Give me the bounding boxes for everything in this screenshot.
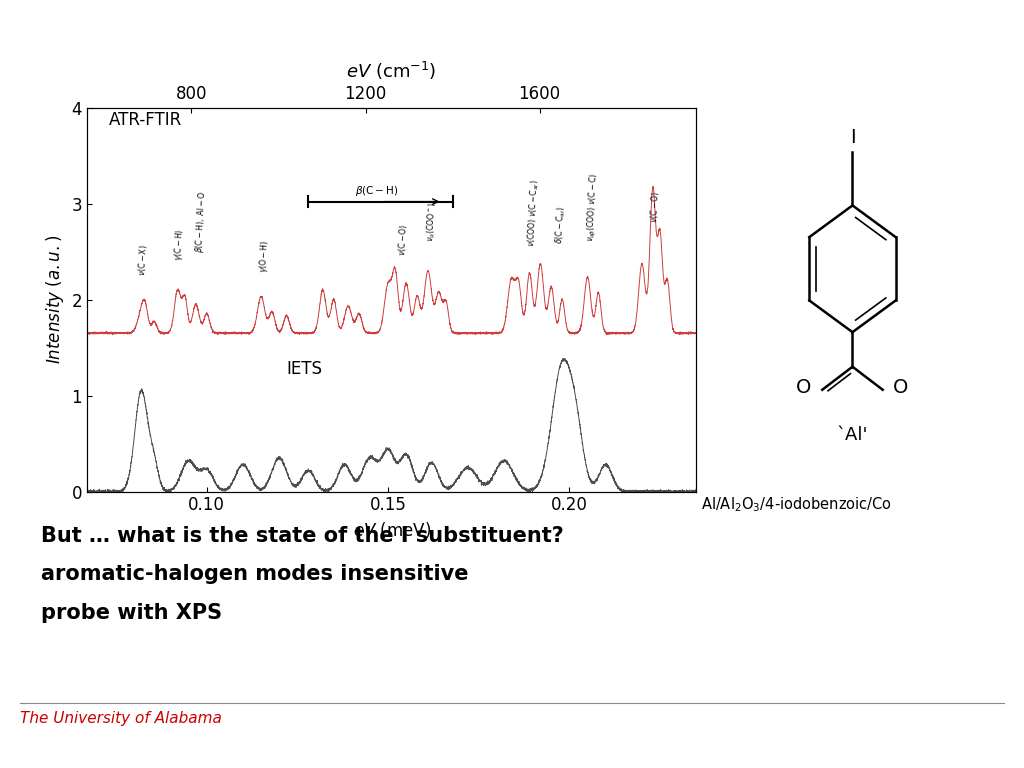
Text: $\beta(\mathrm{C-H}),\ \mathrm{Al-O}$: $\beta(\mathrm{C-H}),\ \mathrm{Al-O}$ [194, 191, 209, 253]
Text: $\beta(\mathrm{C-H})$: $\beta(\mathrm{C-H})$ [355, 184, 399, 198]
X-axis label: $eV\ (\mathrm{meV})$: $eV\ (\mathrm{meV})$ [352, 520, 431, 540]
Text: The University of Alabama: The University of Alabama [20, 710, 222, 726]
Text: $\nu(\mathrm{COO})\ \nu(\mathrm{C-C_{ar}})$: $\nu(\mathrm{COO})\ \nu(\mathrm{C-C_{ar}… [525, 179, 541, 247]
Text: Al/Al$_2$O$_3$/4-iodobenzoic/Co: Al/Al$_2$O$_3$/4-iodobenzoic/Co [701, 495, 893, 514]
Text: `Al': `Al' [837, 426, 868, 444]
Text: $\gamma(\mathrm{C-H})$: $\gamma(\mathrm{C-H})$ [172, 228, 186, 261]
Text: $\nu_\alpha(\mathrm{COO}^-)$: $\nu_\alpha(\mathrm{COO}^-)$ [424, 202, 439, 242]
Text: IETS: IETS [287, 360, 323, 379]
Text: I: I [850, 128, 855, 147]
Text: $\delta(\mathrm{C-C_{ar}})$: $\delta(\mathrm{C-C_{ar}})$ [553, 206, 567, 243]
Text: $\nu(\mathrm{C-O})$: $\nu(\mathrm{C-O})$ [395, 223, 410, 257]
Text: $\nu_{\alpha\beta}(\mathrm{COO})\ \nu(\mathrm{C-C})$: $\nu_{\alpha\beta}(\mathrm{COO})\ \nu(\m… [585, 173, 601, 242]
Text: O: O [797, 379, 812, 397]
Text: $\nu(\mathrm{C-O})$: $\nu(\mathrm{C-O})$ [648, 190, 662, 223]
Text: O: O [893, 379, 908, 397]
Text: $\nu(\mathrm{C-X})$: $\nu(\mathrm{C-X})$ [136, 243, 151, 276]
Text: ATR-FTIR: ATR-FTIR [109, 111, 182, 129]
X-axis label: $eV\ (\mathrm{cm}^{-1})$: $eV\ (\mathrm{cm}^{-1})$ [346, 60, 437, 81]
Text: But … what is the state of the I substituent?: But … what is the state of the I substit… [41, 526, 563, 546]
Text: $\gamma(\mathrm{O-H})$: $\gamma(\mathrm{O-H})$ [257, 239, 272, 273]
Text: aromatic-halogen modes insensitive: aromatic-halogen modes insensitive [41, 564, 468, 584]
Y-axis label: $Intensity\ (a.u.)$: $Intensity\ (a.u.)$ [44, 235, 66, 364]
Text: probe with XPS: probe with XPS [41, 603, 222, 623]
